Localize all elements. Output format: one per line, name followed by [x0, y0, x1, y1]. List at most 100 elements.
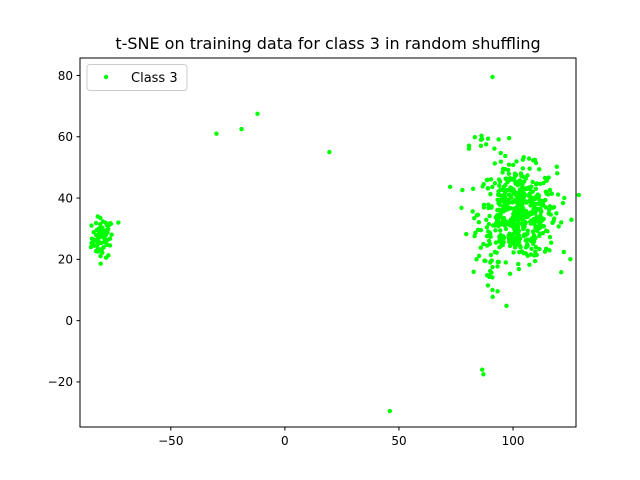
y-tick-label: −20 — [48, 375, 73, 389]
data-point — [498, 228, 503, 233]
data-point — [481, 202, 487, 208]
data-point — [514, 179, 520, 185]
x-axis: −50 0 50 100 — [158, 427, 524, 448]
data-point — [492, 181, 498, 186]
data-point — [507, 271, 513, 277]
data-point — [481, 182, 486, 187]
data-point — [478, 143, 484, 149]
data-point — [545, 192, 551, 197]
data-point — [498, 159, 504, 164]
data-point — [99, 240, 104, 246]
data-point — [478, 245, 483, 250]
data-point — [533, 249, 538, 254]
data-point — [532, 258, 538, 264]
data-point — [511, 162, 516, 168]
data-point — [558, 220, 564, 225]
data-point — [460, 187, 465, 193]
y-tick-label: 60 — [58, 130, 73, 144]
data-point — [487, 241, 493, 247]
data-point — [519, 249, 525, 254]
data-point — [98, 232, 103, 237]
data-point — [100, 219, 106, 224]
data-point — [103, 255, 109, 260]
data-point — [515, 261, 521, 267]
data-point — [327, 149, 332, 155]
data-point — [576, 192, 582, 198]
data-point — [487, 274, 492, 280]
data-point — [500, 170, 505, 175]
data-point — [482, 258, 487, 263]
data-point — [506, 162, 512, 167]
data-point — [101, 233, 106, 238]
data-point — [503, 153, 508, 159]
data-point — [524, 186, 530, 192]
data-point — [478, 137, 484, 142]
data-point — [488, 177, 494, 182]
data-point — [479, 133, 484, 138]
data-point — [466, 146, 472, 151]
data-point — [525, 228, 530, 233]
data-point — [533, 186, 539, 192]
data-point — [544, 178, 549, 184]
x-tick-label: 0 — [281, 434, 289, 448]
data-point — [98, 261, 103, 266]
data-point — [501, 221, 506, 226]
data-point — [515, 224, 520, 229]
chart-title: t-SNE on training data for class 3 in ra… — [115, 34, 540, 53]
data-point — [532, 253, 537, 258]
data-point — [478, 227, 484, 233]
data-point — [506, 167, 511, 173]
data-point — [568, 256, 573, 262]
data-point — [509, 188, 514, 193]
data-point — [484, 225, 490, 230]
data-point — [546, 207, 552, 213]
data-point — [108, 221, 113, 226]
data-point — [517, 243, 523, 249]
y-axis: −20 0 20 40 60 80 — [48, 69, 80, 389]
data-point — [511, 250, 516, 255]
data-point — [498, 211, 503, 216]
data-point — [533, 244, 539, 250]
data-point — [526, 156, 532, 161]
data-point — [508, 235, 514, 240]
data-point — [516, 215, 521, 221]
data-point — [532, 204, 537, 209]
data-point — [532, 219, 538, 224]
data-point — [507, 243, 513, 249]
data-point — [532, 196, 538, 202]
data-point — [496, 189, 501, 194]
data-point — [507, 176, 513, 181]
data-point — [547, 187, 553, 193]
data-point — [516, 237, 521, 243]
data-point — [512, 215, 517, 220]
data-points — [88, 74, 582, 414]
data-point — [508, 217, 513, 223]
data-point — [542, 249, 548, 254]
data-point — [533, 160, 539, 166]
data-point — [495, 208, 500, 213]
data-point — [490, 294, 495, 300]
data-point — [470, 209, 475, 214]
data-point — [523, 245, 529, 250]
data-point — [488, 191, 493, 197]
x-tick-label: −50 — [158, 434, 183, 448]
data-point — [485, 185, 491, 191]
data-point — [520, 224, 526, 229]
data-point — [471, 269, 476, 275]
data-point — [517, 202, 522, 208]
data-point — [529, 210, 535, 216]
data-point — [521, 206, 526, 211]
data-point — [447, 184, 453, 190]
data-point — [214, 131, 219, 136]
data-point — [543, 228, 549, 233]
plot-frame — [79, 57, 577, 428]
data-point — [492, 161, 497, 166]
data-point — [503, 182, 508, 188]
data-point — [538, 207, 543, 212]
data-point — [484, 217, 489, 223]
data-point — [485, 136, 491, 141]
data-point — [555, 192, 561, 197]
data-point — [521, 154, 526, 160]
data-point — [493, 221, 499, 226]
data-point — [517, 187, 523, 192]
